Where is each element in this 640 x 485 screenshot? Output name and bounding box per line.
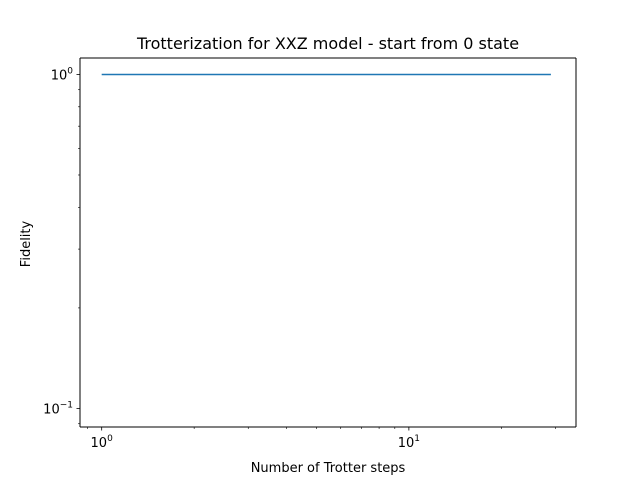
y-tick-label: 10−1 — [43, 400, 73, 417]
x-tick-label: 101 — [398, 434, 420, 451]
plot-background — [80, 58, 576, 427]
y-axis-label: Fidelity — [19, 220, 34, 267]
x-axis-label: Number of Trotter steps — [251, 461, 406, 476]
x-tick-label: 100 — [91, 434, 114, 451]
chart-title: Trotterization for XXZ model - start fro… — [136, 34, 519, 53]
plot-area: 100 101 10−1 100 — [43, 57, 577, 451]
y-tick-label: 100 — [51, 66, 74, 83]
